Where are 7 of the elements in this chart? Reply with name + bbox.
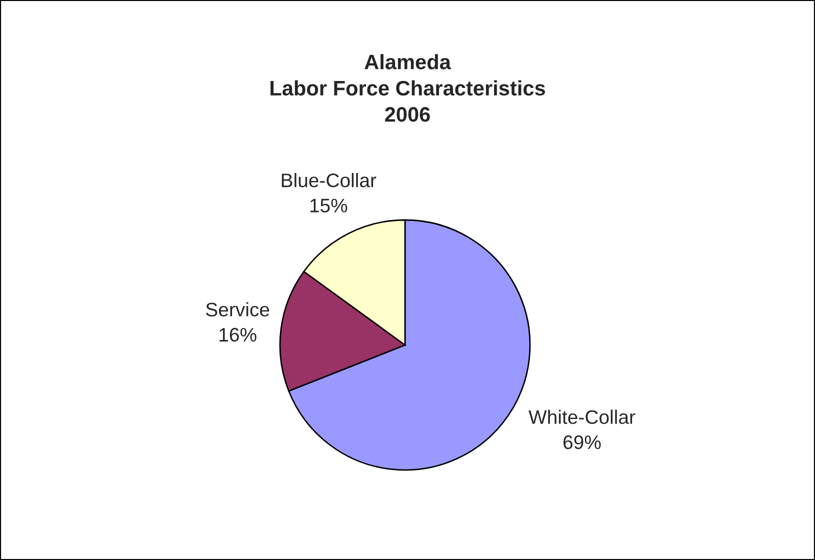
data-label: 16% (220, 328, 256, 342)
chart-title: Alameda Labor Force Characteristics 2006 (270, 54, 546, 122)
slice-label: Blue-Collar (282, 172, 376, 188)
data-label: 15% (310, 198, 348, 212)
slice-label: White-Collar (528, 410, 636, 424)
data-label: 69% (564, 435, 601, 450)
slice-label: Service (206, 302, 270, 316)
